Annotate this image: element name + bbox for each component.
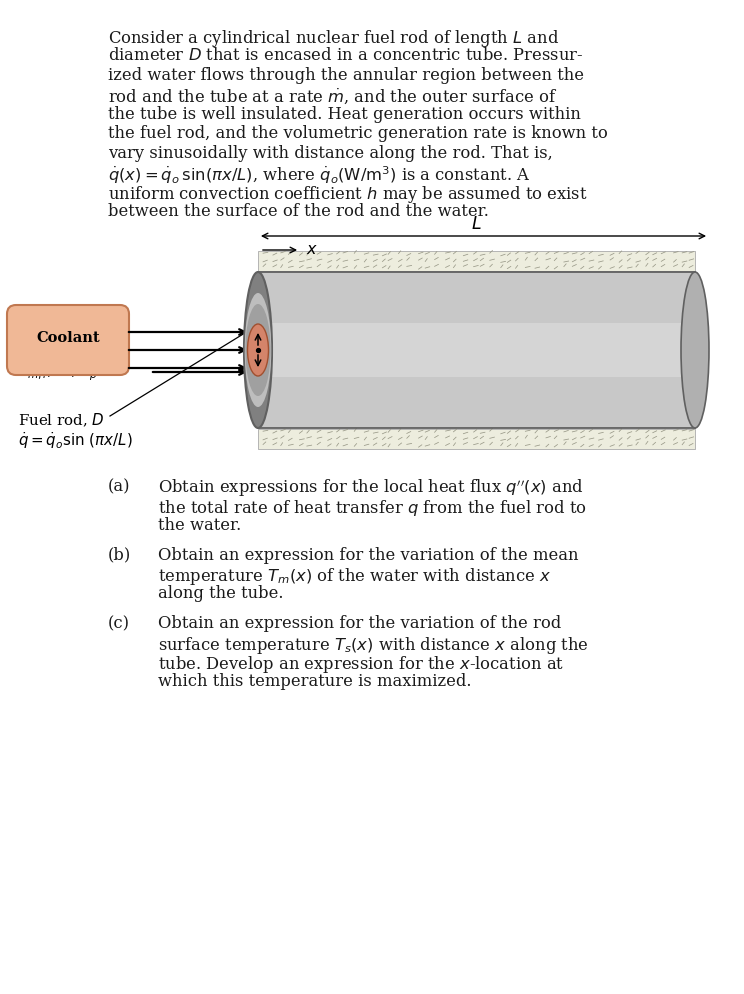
Text: $\dot{q}(x) = \dot{q}_o\,\sin(\pi x/L)$, where $\dot{q}_o\mathrm{(W/m^3)}$ is a : $\dot{q}(x) = \dot{q}_o\,\sin(\pi x/L)$,…: [108, 164, 530, 186]
Text: the fuel rod, and the volumetric generation rate is known to: the fuel rod, and the volumetric generat…: [108, 125, 608, 142]
Ellipse shape: [248, 324, 269, 376]
Ellipse shape: [246, 304, 271, 396]
Text: rod and the tube at a rate $\dot{m}$, and the outer surface of: rod and the tube at a rate $\dot{m}$, an…: [108, 86, 557, 106]
Ellipse shape: [245, 293, 272, 407]
Text: along the tube.: along the tube.: [158, 585, 283, 602]
Text: surface temperature $T_s(x)$ with distance $x$ along the: surface temperature $T_s(x)$ with distan…: [158, 634, 589, 655]
Text: (a): (a): [108, 478, 130, 495]
Text: vary sinusoidally with distance along the rod. That is,: vary sinusoidally with distance along th…: [108, 145, 553, 162]
Bar: [258, 272, 695, 428]
Text: between the surface of the rod and the water.: between the surface of the rod and the w…: [108, 204, 489, 221]
Text: Fuel rod, $D$: Fuel rod, $D$: [18, 412, 105, 429]
Text: Consider a cylindrical nuclear fuel rod of length $L$ and: Consider a cylindrical nuclear fuel rod …: [108, 28, 559, 49]
Text: ized water flows through the annular region between the: ized water flows through the annular reg…: [108, 67, 584, 84]
Bar: [258, 429, 695, 449]
Ellipse shape: [244, 272, 272, 428]
Text: $L$: $L$: [471, 216, 482, 233]
Ellipse shape: [681, 272, 709, 428]
Text: the total rate of heat transfer $q$ from the fuel rod to: the total rate of heat transfer $q$ from…: [158, 498, 587, 518]
Text: (b): (b): [108, 547, 131, 564]
Text: $T_{m,i},\,\dot{m},\, c_p$: $T_{m,i},\,\dot{m},\, c_p$: [18, 361, 97, 384]
Bar: [258, 251, 695, 271]
Text: Obtain an expression for the variation of the rod: Obtain an expression for the variation o…: [158, 615, 561, 632]
Text: which this temperature is maximized.: which this temperature is maximized.: [158, 674, 472, 691]
Text: uniform convection coefficient $h$ may be assumed to exist: uniform convection coefficient $h$ may b…: [108, 184, 588, 205]
Text: Obtain an expression for the variation of the mean: Obtain an expression for the variation o…: [158, 547, 579, 564]
Text: temperature $T_m(x)$ of the water with distance $x$: temperature $T_m(x)$ of the water with d…: [158, 566, 551, 587]
Text: the water.: the water.: [158, 517, 241, 534]
Text: tube. Develop an expression for the $x$-location at: tube. Develop an expression for the $x$-…: [158, 654, 564, 675]
Text: $\dot{q} = \dot{q}_o\sin\,(\pi x/L)$: $\dot{q} = \dot{q}_o\sin\,(\pi x/L)$: [18, 430, 132, 451]
Text: the tube is well insulated. Heat generation occurs within: the tube is well insulated. Heat generat…: [108, 106, 581, 123]
Text: Coolant: Coolant: [36, 331, 100, 345]
Text: diameter $D$ that is encased in a concentric tube. Pressur-: diameter $D$ that is encased in a concen…: [108, 48, 583, 65]
FancyBboxPatch shape: [7, 305, 129, 375]
Bar: [258, 323, 695, 378]
Text: Obtain expressions for the local heat flux $q''(x)$ and: Obtain expressions for the local heat fl…: [158, 478, 583, 499]
Text: $x$: $x$: [306, 242, 318, 258]
Text: (c): (c): [108, 615, 130, 632]
